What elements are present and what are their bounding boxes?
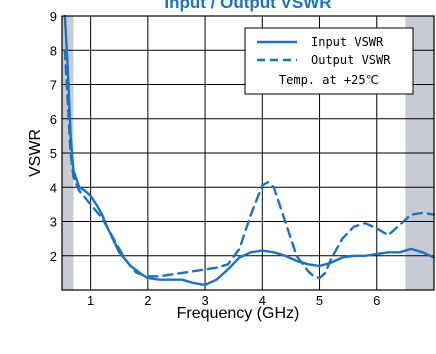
x-tick-label: 4	[259, 293, 266, 308]
y-tick-label: 8	[50, 43, 57, 58]
x-tick-label: 6	[373, 293, 380, 308]
plot-frame	[61, 15, 435, 291]
legend-label-output-vswr: Output VSWR	[311, 53, 391, 67]
y-axis-title: VSWR	[27, 129, 44, 177]
legend-label-input-vswr: Input VSWR	[311, 35, 384, 49]
x-tick-label: 2	[144, 293, 151, 308]
y-tick-label: 5	[50, 146, 57, 161]
x-tick-label: 1	[87, 293, 94, 308]
legend-temperature-note: Temp. at +25℃	[279, 73, 379, 87]
series-line-input-vswr	[63, 14, 436, 287]
y-tick-label: 2	[50, 249, 57, 264]
chart-title: Input / Output VSWR	[164, 0, 331, 12]
x-tick-label: 3	[201, 293, 208, 308]
x-axis-title: Frequency (GHz)	[177, 305, 300, 322]
legend: Input VSWR Output VSWR Temp. at +25℃	[244, 27, 414, 95]
y-tick-label: 9	[50, 9, 57, 24]
y-tick-label: 6	[50, 112, 57, 127]
x-tick-label: 5	[316, 293, 323, 308]
y-tick-label: 4	[50, 180, 57, 195]
y-tick-label: 7	[50, 78, 57, 93]
y-tick-label: 3	[50, 215, 57, 230]
series-line-output-vswr	[63, 49, 436, 280]
